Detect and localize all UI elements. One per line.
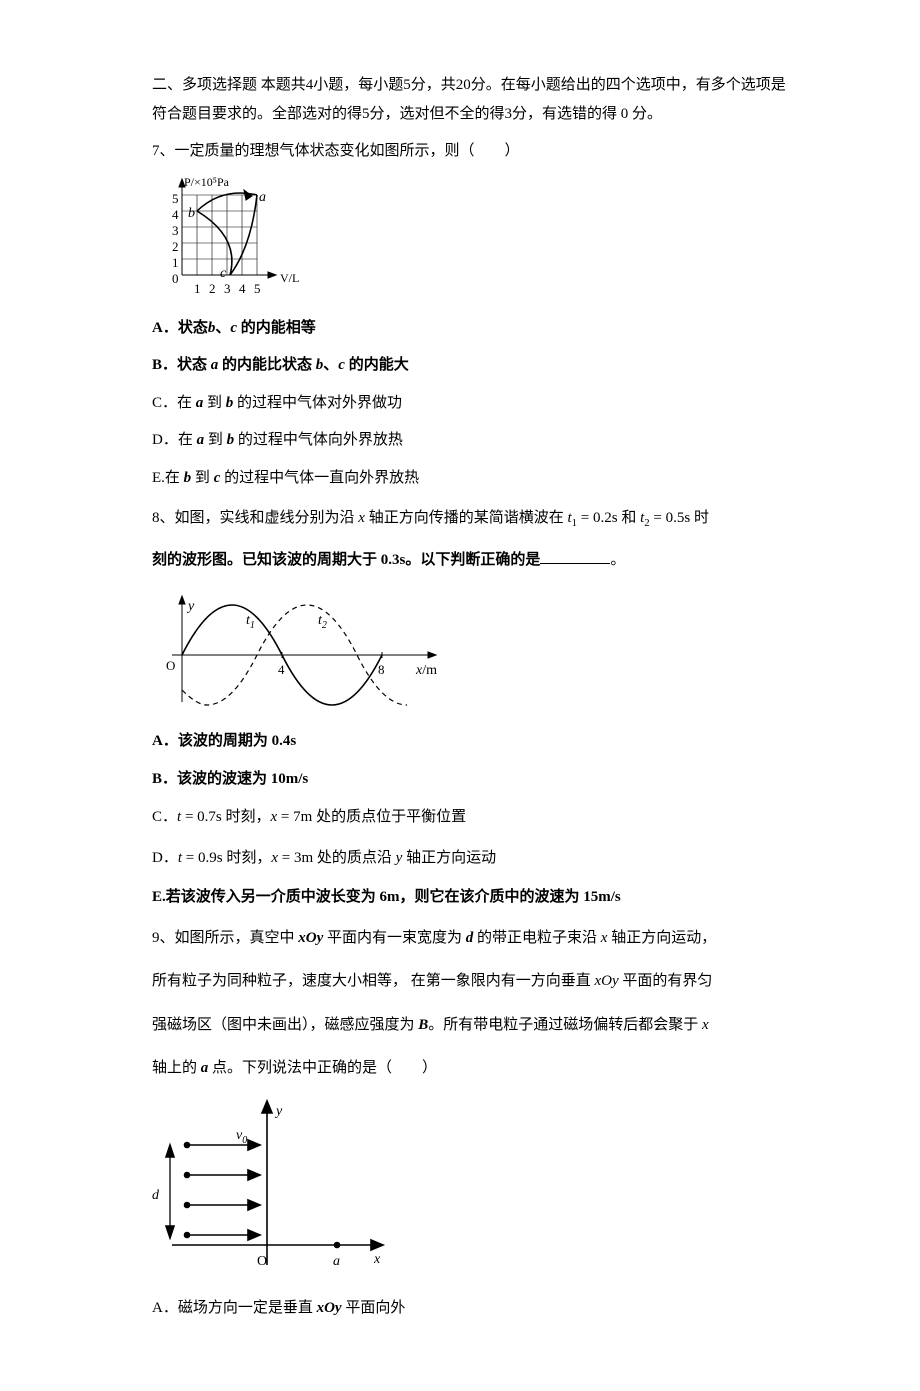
fig2-t1: t1 <box>246 608 255 635</box>
q8-optB: B．该波的波速为 10m/s <box>152 765 790 794</box>
fig1-tick: 2 <box>209 277 216 302</box>
fig1-tick: 4 <box>239 277 246 302</box>
q7-figure-pv-diagram: P/×10⁵Pa V/L 0 1 2 3 4 5 1 2 3 4 5 a b c <box>152 175 312 305</box>
q7-optA: A．状态b、c 的内能相等 <box>152 314 790 343</box>
fig3-xlabel: x <box>374 1247 380 1274</box>
fig3-ylabel: y <box>276 1099 282 1126</box>
fig1-point-c: c <box>220 261 226 288</box>
q7-optD: D．在 a 到 b 的过程中气体向外界放热 <box>152 426 790 455</box>
xoy-svg <box>152 1095 392 1285</box>
q9-line2: 所有粒子为同种粒子，速度大小相等， 在第一象限内有一方向垂直 xOy 平面的有界… <box>152 964 790 999</box>
fig1-point-a: a <box>259 185 266 212</box>
fig1-point-b: b <box>188 201 195 228</box>
q9-line4: 轴上的 a 点。下列说法中正确的是（ ） <box>152 1051 790 1086</box>
q9-figure-xoy: y x v0 d O a <box>152 1095 392 1285</box>
q7-stem: 7、一定质量的理想气体状态变化如图所示，则（ ） <box>152 137 790 166</box>
fig3-v0: v0 <box>236 1123 247 1150</box>
fig3-d: d <box>152 1183 159 1210</box>
q7-optB: B．状态 a 的内能比状态 b、c 的内能大 <box>152 351 790 380</box>
section-intro: 二、多项选择题 本题共4小题，每小题5分，共20分。在每小题给出的四个选项中，有… <box>152 71 790 128</box>
q8-stem-line1: 8、如图，实线和虚线分别为沿 x 轴正方向传播的某简谐横波在 t1 = 0.2s… <box>152 501 790 536</box>
wave-svg <box>152 590 452 715</box>
fig2-t2: t2 <box>318 608 327 635</box>
q8-optD: D．t = 0.9s 时刻，x = 3m 处的质点沿 y 轴正方向运动 <box>152 843 790 875</box>
fig1-tick: 5 <box>254 277 261 302</box>
fig1-ylabel: P/×10⁵Pa <box>184 171 229 194</box>
fig2-ylabel: y <box>188 594 194 621</box>
document-page: 二、多项选择题 本题共4小题，每小题5分，共20分。在每小题给出的四个选项中，有… <box>0 0 920 1391</box>
fill-blank <box>540 552 610 564</box>
fig3-a: a <box>333 1249 340 1276</box>
q9-line3: 强磁场区（图中未画出），磁感应强度为 B。所有带电粒子通过磁场偏转后都会聚于 x <box>152 1008 790 1043</box>
q9-optA: A．磁场方向一定是垂直 xOy 平面向外 <box>152 1294 790 1323</box>
q8-figure-wave: y x/m O 4 8 t1 t2 <box>152 590 452 715</box>
fig1-tick: 1 <box>194 277 201 302</box>
fig2-tick: 4 <box>278 658 285 683</box>
q9-line1: 9、如图所示，真空中 xOy 平面内有一束宽度为 d 的带正电粒子束沿 x 轴正… <box>152 921 790 956</box>
q8-optE: E.若该波传入另一介质中波长变为 6m，则它在该介质中的波速为 15m/s <box>152 883 790 912</box>
q8-optC: C．t = 0.7s 时刻，x = 7m 处的质点位于平衡位置 <box>152 802 790 834</box>
q7-optC: C．在 a 到 b 的过程中气体对外界做功 <box>152 389 790 418</box>
fig1-xlabel: V/L <box>280 267 299 290</box>
fig2-tick: 8 <box>378 658 385 683</box>
fig1-tick: 5 <box>172 187 179 212</box>
fig2-xlabel: x/m <box>416 658 437 685</box>
q7-optE: E.在 b 到 c 的过程中气体一直向外界放热 <box>152 464 790 493</box>
q8-stem-line2: 刻的波形图。已知该波的周期大于 0.3s。以下判断正确的是。 <box>152 545 790 577</box>
fig3-O: O <box>257 1249 267 1276</box>
q8-optA: A．该波的周期为 0.4s <box>152 727 790 756</box>
